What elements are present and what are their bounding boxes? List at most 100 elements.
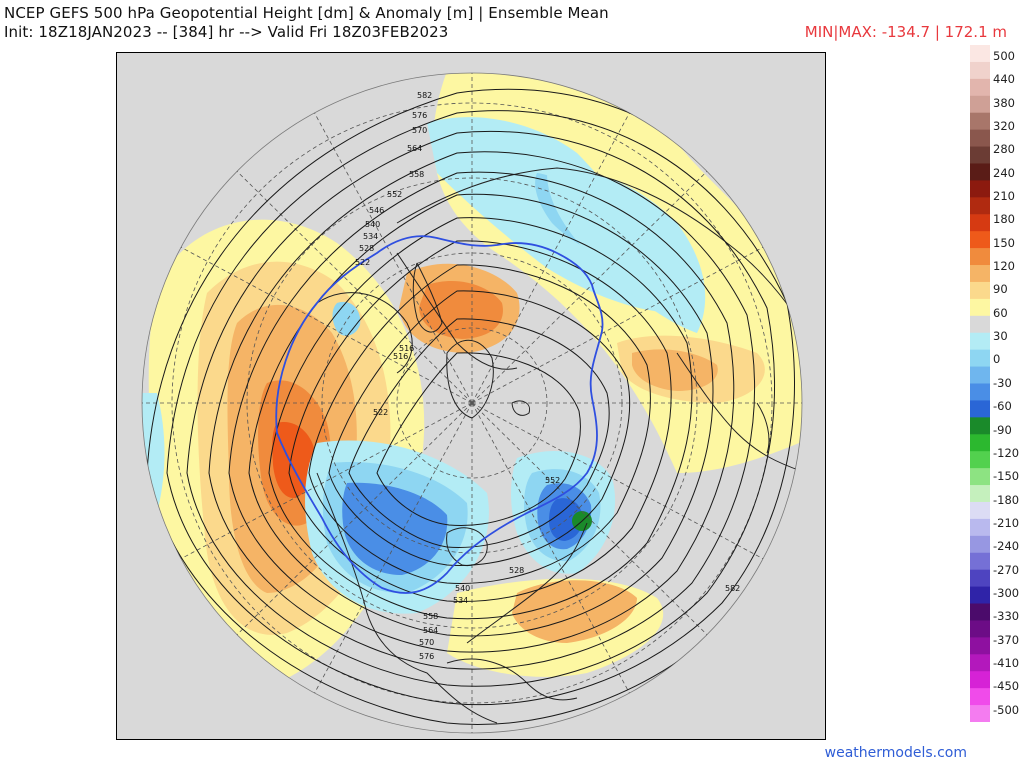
colorbar-tick-label: -300 bbox=[993, 585, 1020, 600]
colorbar-tick-label: -270 bbox=[993, 562, 1020, 577]
colorbar-swatch bbox=[970, 552, 990, 571]
colorbar-tick-label: 320 bbox=[993, 119, 1015, 134]
colorbar-tick-label: 150 bbox=[993, 235, 1015, 250]
colorbar-swatch bbox=[970, 705, 990, 722]
colorbar-swatch bbox=[970, 400, 990, 418]
colorbar-tick-label: 280 bbox=[993, 142, 1015, 157]
min-max-readout: MIN|MAX: -134.7 | 172.1 m bbox=[804, 23, 1007, 41]
colorbar-swatch bbox=[970, 688, 990, 706]
colorbar-swatch bbox=[970, 112, 990, 131]
contour-label: 534 bbox=[453, 596, 468, 605]
colorbar-tick-label: -60 bbox=[993, 399, 1012, 414]
contour-label: 534 bbox=[363, 232, 378, 241]
colorbar-swatch bbox=[970, 434, 990, 452]
contour-516 bbox=[376, 352, 581, 527]
map-subtitle: Init: 18Z18JAN2023 -- [384] hr --> Valid… bbox=[4, 23, 449, 41]
coast-iceland bbox=[511, 400, 531, 416]
coast-eurasia-north bbox=[396, 167, 802, 354]
contour-540-highlight bbox=[275, 235, 604, 594]
contour-540 bbox=[288, 240, 672, 602]
anomaly-positive-europe-core bbox=[419, 281, 503, 339]
colorbar-swatch bbox=[970, 569, 990, 588]
contour-label: 582 bbox=[725, 584, 740, 593]
colorbar-swatch bbox=[970, 197, 990, 215]
coast-scandinavia bbox=[412, 262, 443, 333]
colorbar-swatch bbox=[970, 180, 990, 198]
colorbar-tick-label: 500 bbox=[993, 49, 1015, 63]
colorbar-tick-label: -410 bbox=[993, 655, 1020, 670]
contour-label: 528 bbox=[359, 244, 374, 253]
contour-552 bbox=[248, 193, 714, 637]
colorbar-swatch bbox=[970, 586, 990, 605]
coast-alaska bbox=[316, 292, 413, 374]
height-contours bbox=[146, 88, 802, 726]
anomaly-colorbar bbox=[970, 45, 990, 722]
colorbar-swatch bbox=[970, 535, 990, 554]
contour-label: 546 bbox=[369, 206, 384, 215]
colorbar-tick-label: 30 bbox=[993, 329, 1008, 344]
contour-label: 570 bbox=[419, 638, 434, 647]
contour-label: 558 bbox=[409, 170, 424, 179]
colorbar-swatch bbox=[970, 45, 990, 63]
colorbar-swatch bbox=[970, 163, 990, 181]
colorbar-swatch bbox=[970, 298, 990, 317]
colorbar-swatch bbox=[970, 383, 990, 401]
map-panel[interactable]: 582 576 570 564 558 552 546 540 534 528 … bbox=[116, 52, 826, 740]
colorbar-swatch bbox=[970, 501, 990, 520]
colorbar-tick-label: -210 bbox=[993, 515, 1020, 530]
contour-label: 516 bbox=[393, 352, 408, 361]
contour-label: 558 bbox=[423, 612, 438, 621]
colorbar-tick-label: -240 bbox=[993, 539, 1020, 554]
contour-546 bbox=[268, 217, 693, 620]
coast-north-america-west bbox=[316, 472, 498, 724]
colorbar-swatch bbox=[970, 671, 990, 689]
colorbar-swatch bbox=[970, 654, 990, 672]
colorbar-swatch bbox=[970, 78, 990, 97]
contour-label: 564 bbox=[407, 144, 422, 153]
contour-564 bbox=[208, 151, 756, 670]
contour-534 bbox=[308, 264, 651, 584]
contour-label: 540 bbox=[365, 220, 380, 229]
colorbar-tick-label: -120 bbox=[993, 445, 1020, 460]
anomaly-negative-hudson-90 bbox=[342, 482, 448, 575]
colorbar-swatch bbox=[970, 332, 990, 351]
colorbar-tick-label: 120 bbox=[993, 259, 1015, 274]
colorbar-tick-label: -370 bbox=[993, 632, 1020, 647]
contour-label: 552 bbox=[387, 190, 402, 199]
contour-label: 576 bbox=[412, 111, 427, 120]
colorbar-swatch bbox=[970, 315, 990, 334]
coast-hudson-bay bbox=[446, 527, 488, 567]
colorbar-swatch bbox=[970, 417, 990, 435]
colorbar-tick-label: -330 bbox=[993, 609, 1020, 624]
colorbar-swatch bbox=[970, 129, 990, 148]
colorbar-tick-label: 180 bbox=[993, 212, 1015, 227]
map-title: NCEP GEFS 500 hPa Geopotential Height [d… bbox=[4, 4, 609, 22]
colorbar-tick-label: 60 bbox=[993, 305, 1008, 320]
source-credit[interactable]: weathermodels.com bbox=[824, 745, 967, 761]
colorbar-swatch bbox=[970, 468, 990, 486]
contour-label: 582 bbox=[417, 91, 432, 100]
colorbar-swatch bbox=[970, 146, 990, 164]
anomaly-positive-150-west bbox=[272, 422, 316, 499]
colorbar-swatch bbox=[970, 637, 990, 655]
contour-label: 552 bbox=[545, 476, 560, 485]
colorbar-swatch bbox=[970, 349, 990, 368]
contour-label: 570 bbox=[412, 126, 427, 135]
colorbar-tick-label: -150 bbox=[993, 469, 1020, 484]
colorbar-tick-label: -450 bbox=[993, 679, 1020, 694]
colorbar-tick-label: 210 bbox=[993, 189, 1015, 204]
contour-522 bbox=[348, 318, 610, 548]
contour-label: 576 bbox=[419, 652, 434, 661]
colorbar-swatch bbox=[970, 281, 990, 300]
contour-570 bbox=[186, 130, 775, 687]
colorbar-tick-label: -180 bbox=[993, 492, 1020, 507]
coast-asia-east bbox=[676, 352, 802, 474]
contour-label: 564 bbox=[423, 626, 438, 635]
contour-label: 516 bbox=[399, 344, 414, 353]
contour-label: 522 bbox=[373, 408, 388, 417]
contour-528 bbox=[328, 290, 631, 566]
colorbar-swatch bbox=[970, 61, 990, 80]
polar-stereographic-map[interactable]: 582 576 570 564 558 552 546 540 534 528 … bbox=[117, 53, 826, 740]
contour-576 bbox=[166, 110, 795, 706]
colorbar-swatch bbox=[970, 518, 990, 537]
